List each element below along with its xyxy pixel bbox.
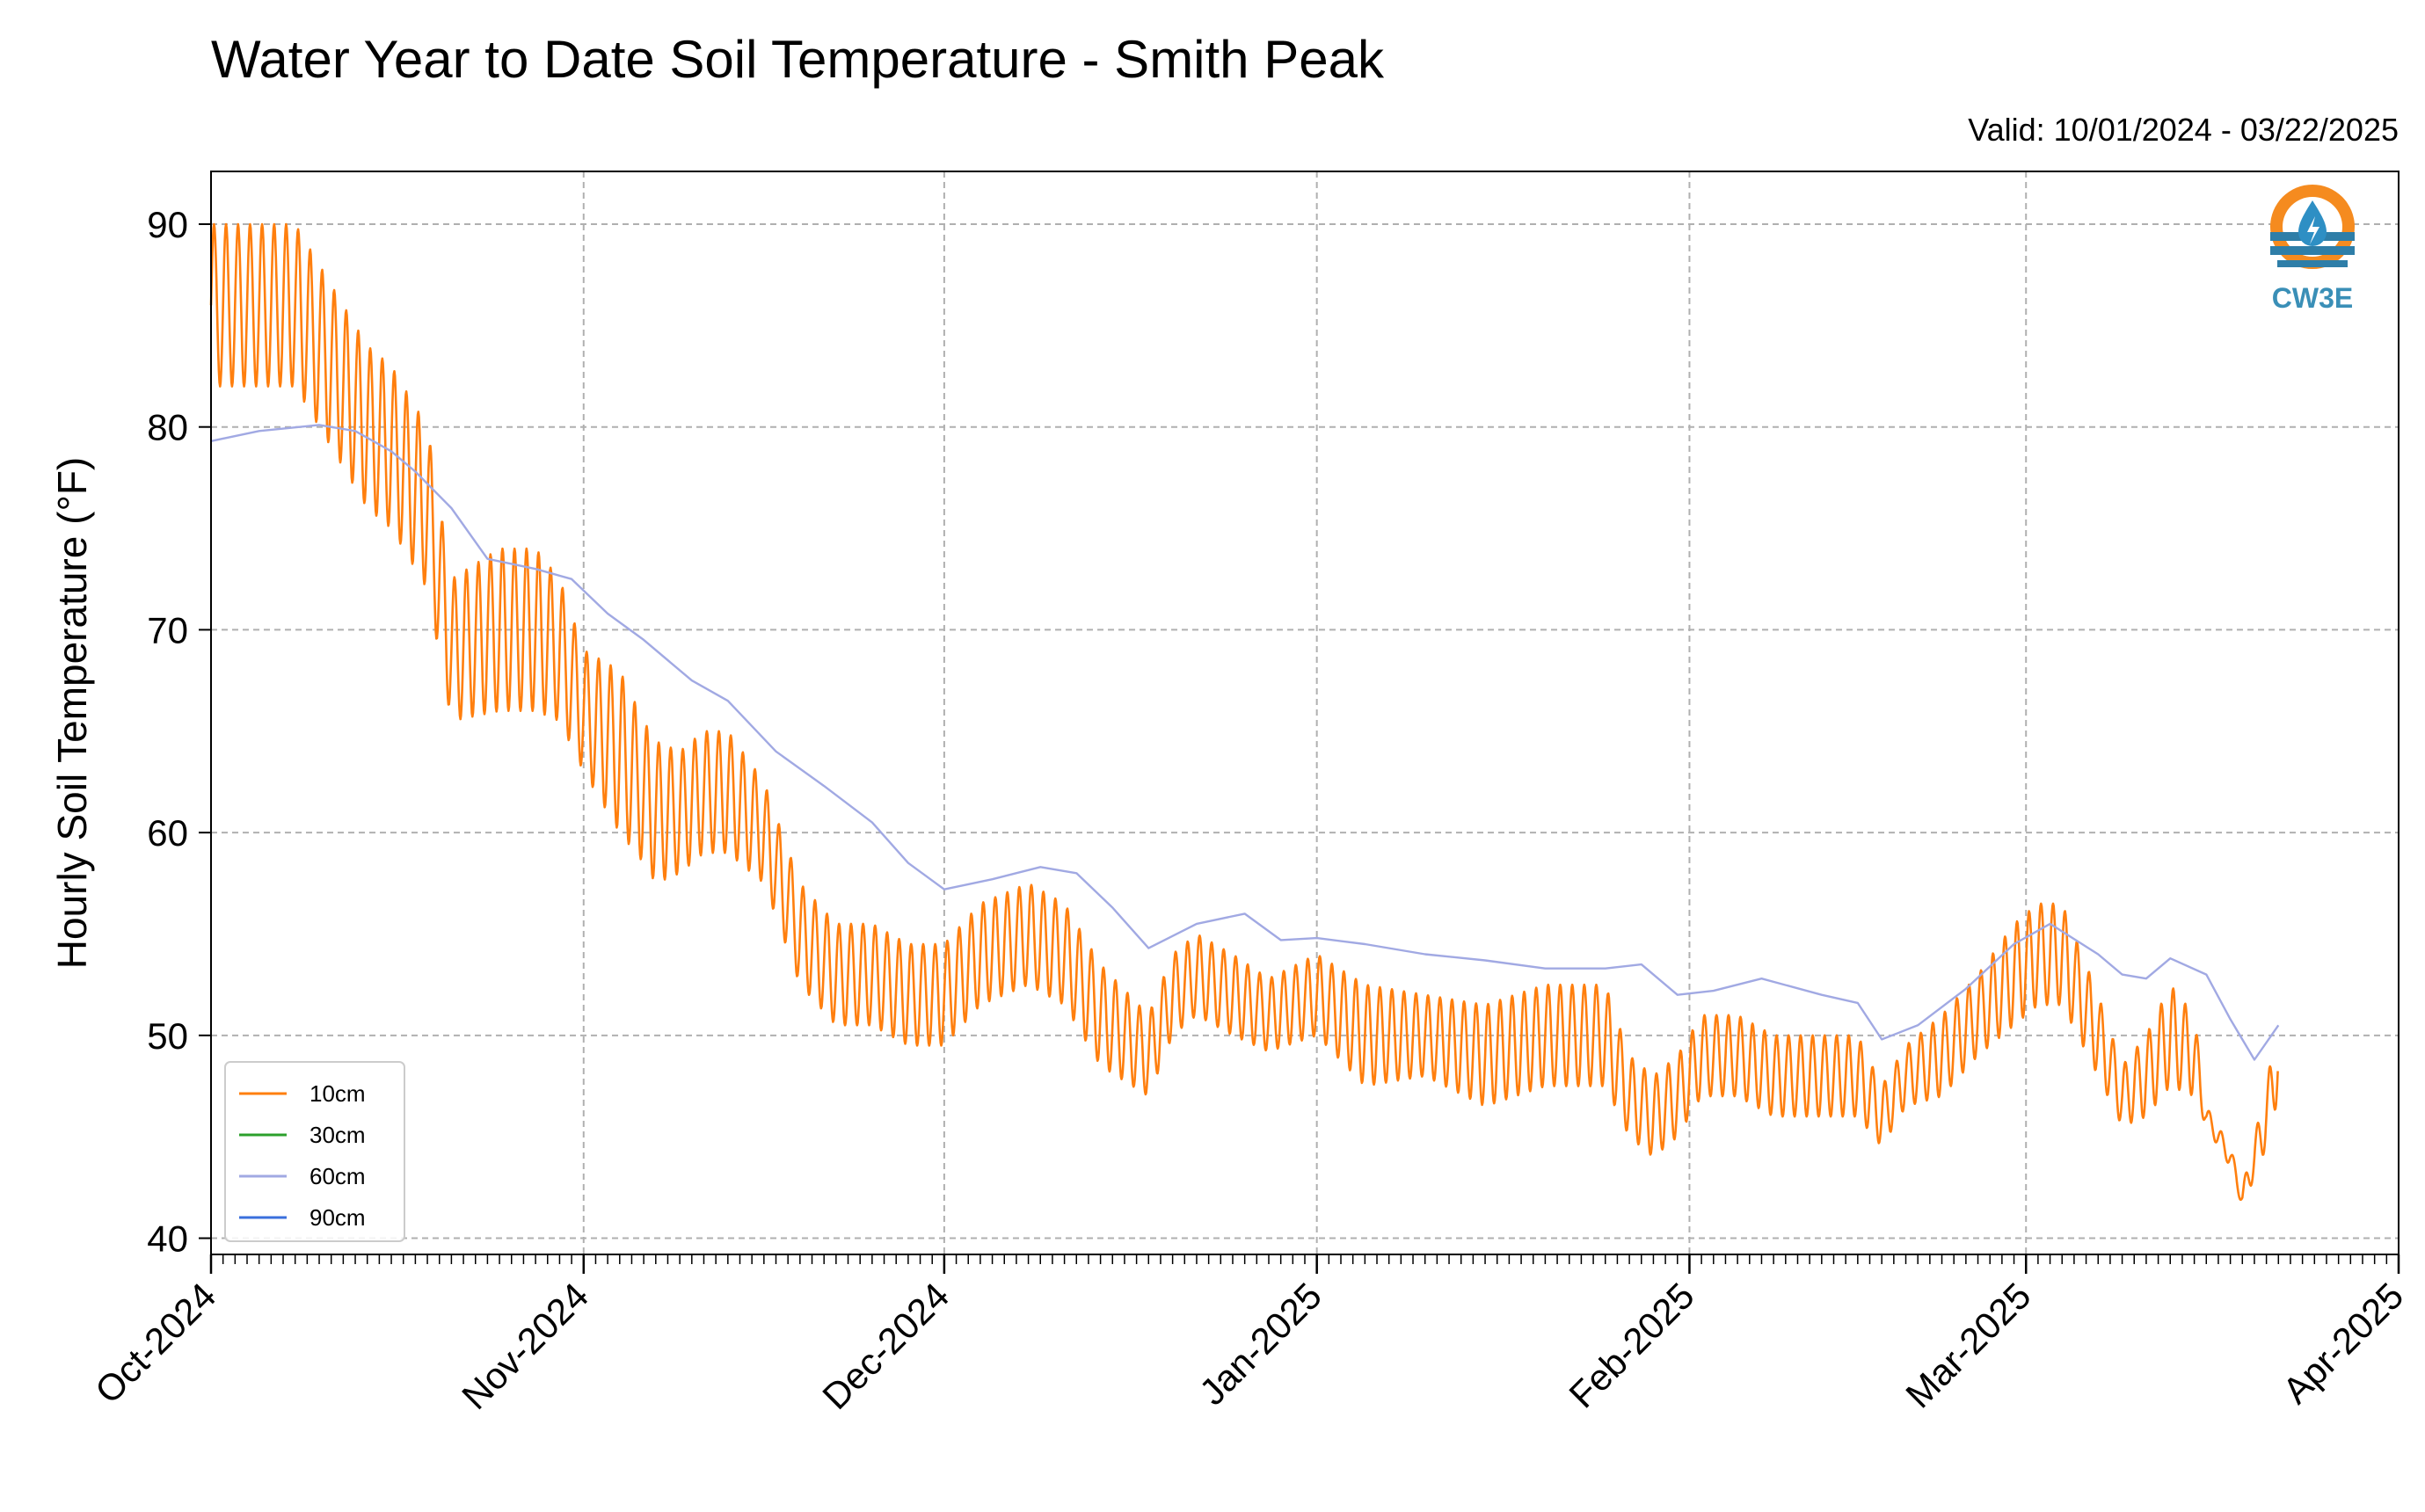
legend-label-90cm: 90cm: [309, 1204, 366, 1231]
y-tick-label: 60: [147, 812, 188, 854]
cw3e-logo: CW3E: [2270, 185, 2355, 314]
legend-label-30cm: 30cm: [309, 1122, 366, 1148]
y-tick-label: 50: [147, 1015, 188, 1057]
series-layer: [209, 222, 2280, 1202]
legend-box: [224, 1061, 405, 1242]
valid-date-range: Valid: 10/01/2024 - 03/22/2025: [1968, 112, 2399, 148]
y-tick-label: 40: [147, 1218, 188, 1260]
chart-title: Water Year to Date Soil Temperature - Sm…: [211, 30, 1385, 89]
y-tick-label: 90: [147, 204, 188, 245]
legend-label-60cm: 60cm: [309, 1163, 366, 1189]
legend: 10cm 30cm 60cm 90cm: [224, 1061, 405, 1242]
y-tick-label: 70: [147, 609, 188, 651]
y-tick-label: 80: [147, 407, 188, 448]
y-axis-label: Hourly Soil Temperature (°F): [49, 457, 95, 970]
series-line-10cm: [209, 222, 2279, 1202]
logo-text: CW3E: [2272, 282, 2353, 314]
series-line-60cm: [210, 424, 2280, 1061]
legend-label-10cm: 10cm: [309, 1080, 366, 1107]
y-axis: 40 50 60 70 80 90: [147, 204, 211, 1260]
